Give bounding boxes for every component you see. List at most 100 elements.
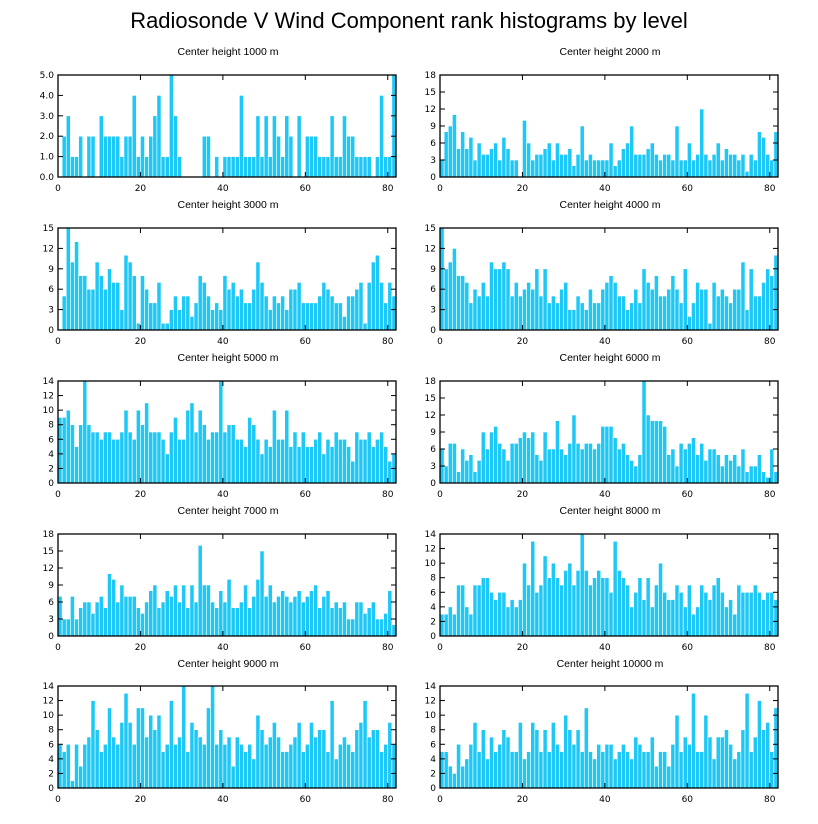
bar (464, 758, 470, 789)
bar (168, 431, 174, 484)
bar (509, 443, 515, 484)
bar (505, 460, 511, 484)
bar (674, 584, 680, 637)
bar (259, 453, 265, 484)
bar (78, 424, 84, 484)
bar (691, 302, 696, 331)
bar (305, 135, 310, 178)
bar (567, 443, 573, 484)
bar (555, 302, 560, 331)
bar (98, 115, 104, 178)
bar (313, 584, 318, 637)
bar (579, 448, 585, 484)
bar (74, 446, 79, 484)
bar (513, 606, 519, 637)
bar (370, 729, 376, 789)
y-tick-label: 6 (430, 740, 436, 750)
bar (243, 302, 248, 331)
bar (703, 154, 709, 178)
bar (699, 751, 705, 789)
bar (583, 570, 589, 637)
bar (111, 736, 117, 789)
x-tick-label: 0 (437, 795, 443, 805)
bar (317, 607, 323, 637)
bar (740, 154, 746, 178)
bar (321, 596, 327, 637)
bar (111, 579, 117, 637)
bar (522, 288, 527, 331)
bar (493, 751, 499, 789)
bar (699, 584, 705, 637)
bar (115, 282, 121, 331)
bar (243, 584, 248, 637)
bar (447, 606, 453, 637)
bar (621, 148, 626, 178)
bar (107, 707, 112, 789)
x-tick-label: 0 (55, 490, 61, 500)
bar (571, 584, 577, 637)
bar (234, 607, 240, 637)
bar (239, 95, 244, 178)
bar (703, 714, 709, 789)
bar (456, 275, 461, 331)
bar (707, 159, 713, 178)
y-tick-label: 15 (425, 394, 436, 404)
bar (103, 288, 108, 331)
bar (736, 584, 742, 637)
bar (592, 159, 597, 178)
bar (309, 302, 314, 331)
bar (296, 115, 302, 178)
bar (201, 424, 207, 484)
bar (443, 613, 449, 637)
x-tick-label: 40 (599, 337, 611, 347)
bar (662, 295, 668, 331)
bar (728, 599, 733, 637)
bar (131, 438, 137, 484)
bar (538, 751, 544, 789)
bar (61, 417, 67, 484)
x-tick-label: 0 (55, 337, 61, 347)
bar (575, 154, 581, 178)
bar (148, 302, 154, 331)
bar (111, 282, 117, 331)
bar (90, 613, 96, 637)
bar (654, 420, 659, 484)
bar (761, 282, 766, 331)
bar (596, 159, 602, 178)
y-tick-label: 12 (43, 697, 54, 707)
bar (567, 148, 573, 178)
bar (641, 380, 647, 484)
bar (546, 751, 552, 789)
x-tick-label: 0 (437, 643, 443, 653)
bar (501, 261, 507, 331)
bar (292, 596, 298, 637)
x-tick-label: 20 (517, 184, 529, 194)
bar (78, 607, 84, 637)
bar (542, 555, 548, 637)
bar (736, 288, 742, 331)
bar (654, 154, 659, 178)
bar (579, 125, 585, 178)
bar (505, 148, 511, 178)
bar (472, 722, 478, 789)
bar (645, 148, 651, 178)
bar (740, 591, 746, 637)
x-tick-label: 20 (135, 184, 147, 194)
bar (555, 577, 560, 637)
bar (86, 736, 92, 789)
bar (592, 758, 597, 789)
bar (234, 156, 240, 178)
bar (641, 154, 647, 178)
bar (761, 471, 766, 484)
bar (460, 765, 466, 789)
bar (239, 743, 244, 789)
bar (497, 159, 503, 178)
bar (210, 685, 215, 789)
bar (189, 316, 195, 331)
bar (168, 700, 174, 789)
bar (280, 156, 286, 178)
panel-chart: 0 3 6 9 12 15 18 0 20 40 60 80 (43, 530, 397, 653)
y-tick-label: 6 (48, 285, 54, 295)
bar (387, 156, 393, 178)
bar (629, 125, 635, 178)
